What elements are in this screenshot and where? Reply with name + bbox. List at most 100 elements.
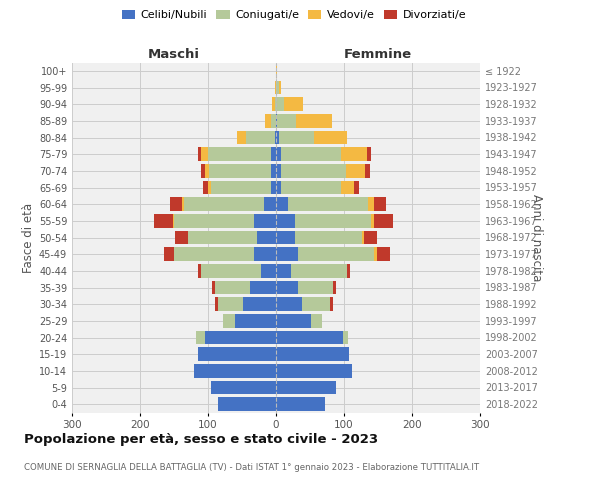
Bar	[254, 248, 276, 261]
Bar	[276, 364, 352, 378]
Bar	[341, 148, 367, 161]
Bar	[276, 114, 277, 128]
Bar	[223, 314, 235, 328]
Bar	[264, 198, 276, 211]
Bar	[257, 230, 276, 244]
Bar	[276, 148, 281, 161]
Bar	[284, 98, 303, 111]
Bar	[203, 180, 208, 194]
Bar	[298, 248, 374, 261]
Bar	[208, 148, 271, 161]
Bar	[365, 164, 370, 177]
Bar	[276, 298, 302, 311]
Bar	[272, 98, 275, 111]
Bar	[271, 180, 276, 194]
Bar	[182, 198, 184, 211]
Bar	[276, 180, 281, 194]
Bar	[276, 198, 288, 211]
Bar	[288, 198, 368, 211]
Bar	[276, 348, 349, 361]
Bar	[271, 148, 276, 161]
Bar	[201, 164, 205, 177]
Bar	[205, 330, 276, 344]
Bar	[314, 130, 347, 144]
Bar	[276, 214, 295, 228]
Bar	[261, 264, 276, 278]
Bar	[333, 280, 336, 294]
Bar	[377, 248, 390, 261]
Bar	[188, 230, 257, 244]
Bar	[174, 214, 254, 228]
Bar	[276, 264, 291, 278]
Bar	[367, 148, 371, 161]
Bar	[254, 214, 276, 228]
Bar	[341, 180, 353, 194]
Bar	[295, 214, 371, 228]
Bar	[362, 230, 364, 244]
Bar	[208, 180, 211, 194]
Bar	[353, 180, 359, 194]
Bar	[265, 114, 271, 128]
Text: Maschi: Maschi	[148, 48, 200, 61]
Bar	[211, 380, 276, 394]
Bar	[198, 348, 276, 361]
Bar	[154, 214, 173, 228]
Bar	[215, 280, 250, 294]
Bar	[170, 198, 182, 211]
Bar	[212, 280, 215, 294]
Bar	[281, 148, 341, 161]
Bar	[205, 164, 209, 177]
Bar	[201, 264, 261, 278]
Bar	[311, 314, 322, 328]
Bar	[209, 164, 271, 177]
Text: Popolazione per età, sesso e stato civile - 2023: Popolazione per età, sesso e stato civil…	[24, 432, 378, 446]
Bar	[298, 280, 333, 294]
Bar	[276, 398, 325, 411]
Bar	[296, 114, 332, 128]
Y-axis label: Fasce di età: Fasce di età	[22, 202, 35, 272]
Bar	[211, 180, 271, 194]
Bar	[364, 230, 377, 244]
Bar	[281, 164, 346, 177]
Bar	[279, 80, 281, 94]
Bar	[215, 298, 218, 311]
Bar	[343, 330, 348, 344]
Bar	[276, 98, 284, 111]
Bar	[218, 398, 276, 411]
Bar	[276, 280, 298, 294]
Bar	[246, 130, 275, 144]
Bar	[374, 248, 377, 261]
Bar	[276, 64, 277, 78]
Bar	[281, 180, 341, 194]
Bar	[244, 298, 276, 311]
Bar	[275, 98, 276, 111]
Bar	[196, 330, 205, 344]
Bar	[276, 314, 311, 328]
Bar	[276, 330, 343, 344]
Bar	[374, 198, 386, 211]
Bar	[276, 230, 295, 244]
Text: Femmine: Femmine	[344, 48, 412, 61]
Bar	[347, 264, 350, 278]
Bar	[271, 164, 276, 177]
Bar	[276, 164, 281, 177]
Bar	[184, 198, 264, 211]
Bar	[276, 80, 279, 94]
Bar	[276, 248, 298, 261]
Bar	[201, 148, 208, 161]
Bar	[279, 130, 314, 144]
Bar	[368, 198, 374, 211]
Text: COMUNE DI SERNAGLIA DELLA BATTAGLIA (TV) - Dati ISTAT 1° gennaio 2023 - Elaboraz: COMUNE DI SERNAGLIA DELLA BATTAGLIA (TV)…	[24, 462, 479, 471]
Bar	[302, 298, 331, 311]
Bar	[173, 214, 174, 228]
Bar	[374, 214, 393, 228]
Bar	[194, 364, 276, 378]
Bar	[174, 248, 254, 261]
Bar	[295, 230, 362, 244]
Bar	[291, 264, 347, 278]
Legend: Celibi/Nubili, Coniugati/e, Vedovi/e, Divorziati/e: Celibi/Nubili, Coniugati/e, Vedovi/e, Di…	[118, 6, 470, 25]
Bar	[331, 298, 333, 311]
Bar	[250, 280, 276, 294]
Bar	[198, 148, 201, 161]
Bar	[235, 314, 276, 328]
